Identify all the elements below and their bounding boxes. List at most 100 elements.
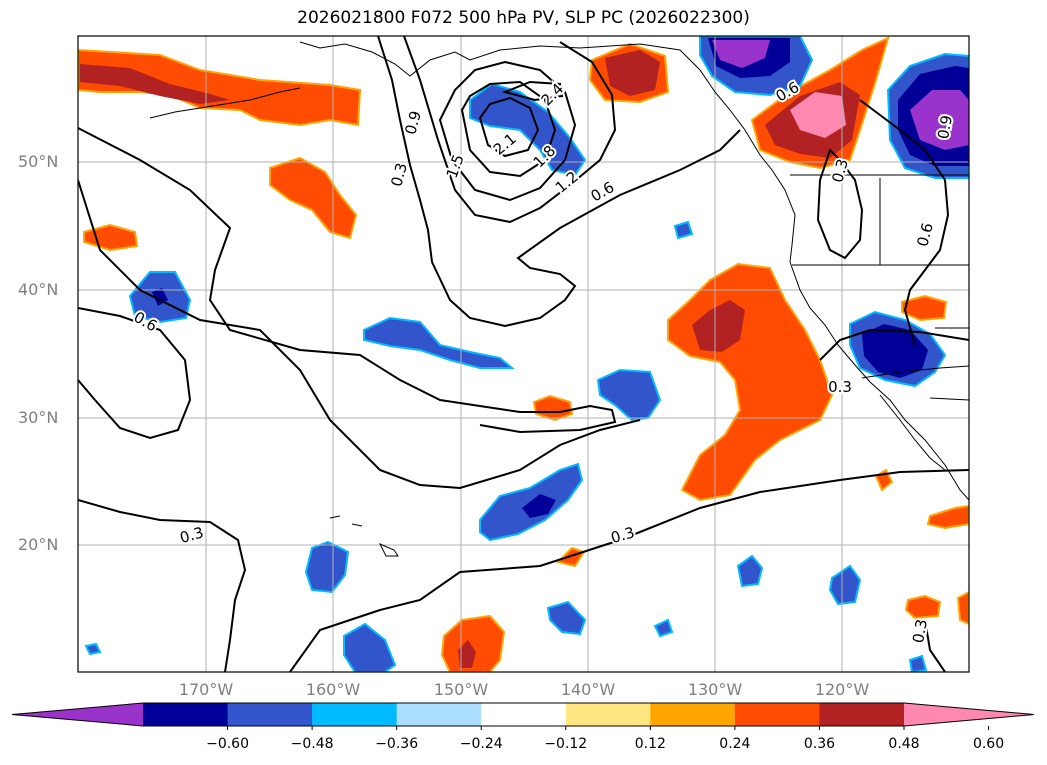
colorbar-tick-label: 0.24: [719, 736, 751, 752]
negative-anomaly-peak: [712, 40, 770, 68]
negative-anomaly-core: [522, 494, 556, 518]
contour-line: [78, 499, 247, 672]
lat-label: 30°N: [18, 408, 59, 427]
negative-anomaly-core: [862, 324, 928, 378]
contour-line: [816, 148, 864, 260]
pv-anomaly-shading: [78, 36, 969, 672]
colorbar-tick-label: −0.12: [544, 736, 588, 752]
hawaii-islands: [329, 515, 399, 557]
mexico-border: [929, 397, 969, 401]
negative-anomaly-area: [546, 600, 587, 636]
positive-anomaly-area: [926, 504, 969, 530]
contour-label: 2.4: [538, 80, 568, 110]
contour-label-halo: 0.3: [828, 378, 852, 396]
colorbar-tick-label: −0.24: [459, 736, 503, 752]
aleutian-islands: [149, 87, 301, 119]
positive-anomaly-area: [904, 594, 942, 620]
colorbar: [11, 702, 1035, 730]
contour-label: 0.6: [588, 178, 618, 206]
positive-anomaly-area: [440, 614, 506, 672]
colorbar-tick-label: 0.36: [803, 736, 836, 752]
baja-coast: [879, 394, 946, 471]
colorbar-tick-label: −0.60: [206, 736, 249, 752]
positive-anomaly-area: [83, 223, 139, 252]
colorbar-segment: [650, 703, 736, 726]
contour-line: [859, 99, 950, 346]
negative-anomaly-area: [908, 654, 928, 672]
contour-line: [501, 80, 564, 102]
alaska-coast: [299, 41, 969, 501]
positive-anomaly-area: [956, 590, 969, 626]
colorbar-segment: [312, 703, 398, 726]
colorbar-outline: [11, 702, 1035, 727]
positive-anomaly-area: [901, 294, 948, 322]
slp-contours: [78, 36, 969, 672]
lon-label: 160°W: [305, 680, 361, 699]
contour-line: [438, 60, 577, 202]
colorbar-extend-low: [12, 703, 143, 726]
positive-anomaly-core: [80, 64, 230, 104]
negative-anomaly-peak: [910, 90, 969, 150]
lon-label: 130°W: [687, 680, 743, 699]
positive-anomaly-area: [269, 156, 358, 240]
contour-line: [377, 36, 741, 328]
lat-label: 50°N: [18, 152, 59, 171]
contour-line: [460, 80, 557, 178]
negative-anomaly-area: [84, 642, 102, 656]
negative-anomaly-area: [363, 316, 515, 369]
contour-line: [819, 328, 969, 361]
contour-label: 0.3: [387, 161, 411, 189]
positive-anomaly-area: [532, 394, 574, 422]
negative-anomaly-area: [304, 540, 350, 594]
positive-anomaly-area: [78, 48, 362, 127]
colorbar-tick-label: −0.36: [375, 736, 419, 752]
negative-anomaly-area: [343, 622, 397, 672]
contour-line: [924, 619, 946, 672]
colorbar-tick-label: 0.48: [888, 736, 920, 752]
negative-anomaly-area: [736, 554, 764, 588]
colorbar-segment: [227, 703, 313, 726]
colorbar-segment: [734, 703, 820, 726]
contour-label: 0.9: [934, 114, 956, 141]
colorbar-tick-label: −0.48: [290, 736, 334, 752]
contour-label: 0.3: [828, 157, 852, 185]
contour-line: [78, 307, 192, 440]
contour-label: 0.9: [401, 109, 425, 137]
negative-anomaly-area: [653, 618, 674, 638]
map-frame: [77, 35, 970, 673]
colorbar-segment: [819, 703, 905, 726]
colorbar-extend-high: [904, 703, 1034, 726]
lon-label: 150°W: [433, 680, 489, 699]
lat-label: 40°N: [18, 280, 59, 299]
us-mexico-border: [861, 365, 969, 379]
contour-line: [478, 96, 540, 158]
colorbar-segment: [143, 703, 229, 726]
map-title: 2026021800 F072 500 hPa PV, SLP PC (2026…: [297, 8, 750, 28]
contour-line: [403, 36, 617, 224]
positive-anomaly-core: [692, 300, 745, 352]
contour-label: 0.3: [909, 618, 931, 645]
graticule: [78, 36, 969, 672]
contour-line: [78, 127, 617, 434]
negative-anomaly-area: [596, 368, 662, 422]
colorbar-segment: [481, 703, 567, 726]
negative-anomaly-area: [469, 82, 587, 177]
contour-line: [78, 179, 641, 490]
colorbar-segment: [565, 703, 651, 726]
contour-labels: 0.30.30.90.91.51.52.12.12.42.41.81.81.21…: [129, 76, 958, 647]
positive-anomaly-area: [556, 546, 586, 568]
contour-label: 0.3: [828, 378, 852, 396]
lat-label: 20°N: [18, 535, 59, 554]
contour-label: 0.3: [178, 523, 206, 547]
positive-anomaly-core: [605, 50, 660, 96]
lon-label: 140°W: [560, 680, 616, 699]
colorbar-segment: [396, 703, 482, 726]
positive-anomaly-area: [667, 262, 834, 502]
positive-anomaly-core: [458, 640, 476, 668]
lon-label: 120°W: [814, 680, 870, 699]
lon-label: 170°W: [178, 680, 234, 699]
contour-label: 0.3: [609, 523, 637, 547]
coastlines: [149, 41, 969, 557]
negative-anomaly-area: [828, 564, 862, 606]
